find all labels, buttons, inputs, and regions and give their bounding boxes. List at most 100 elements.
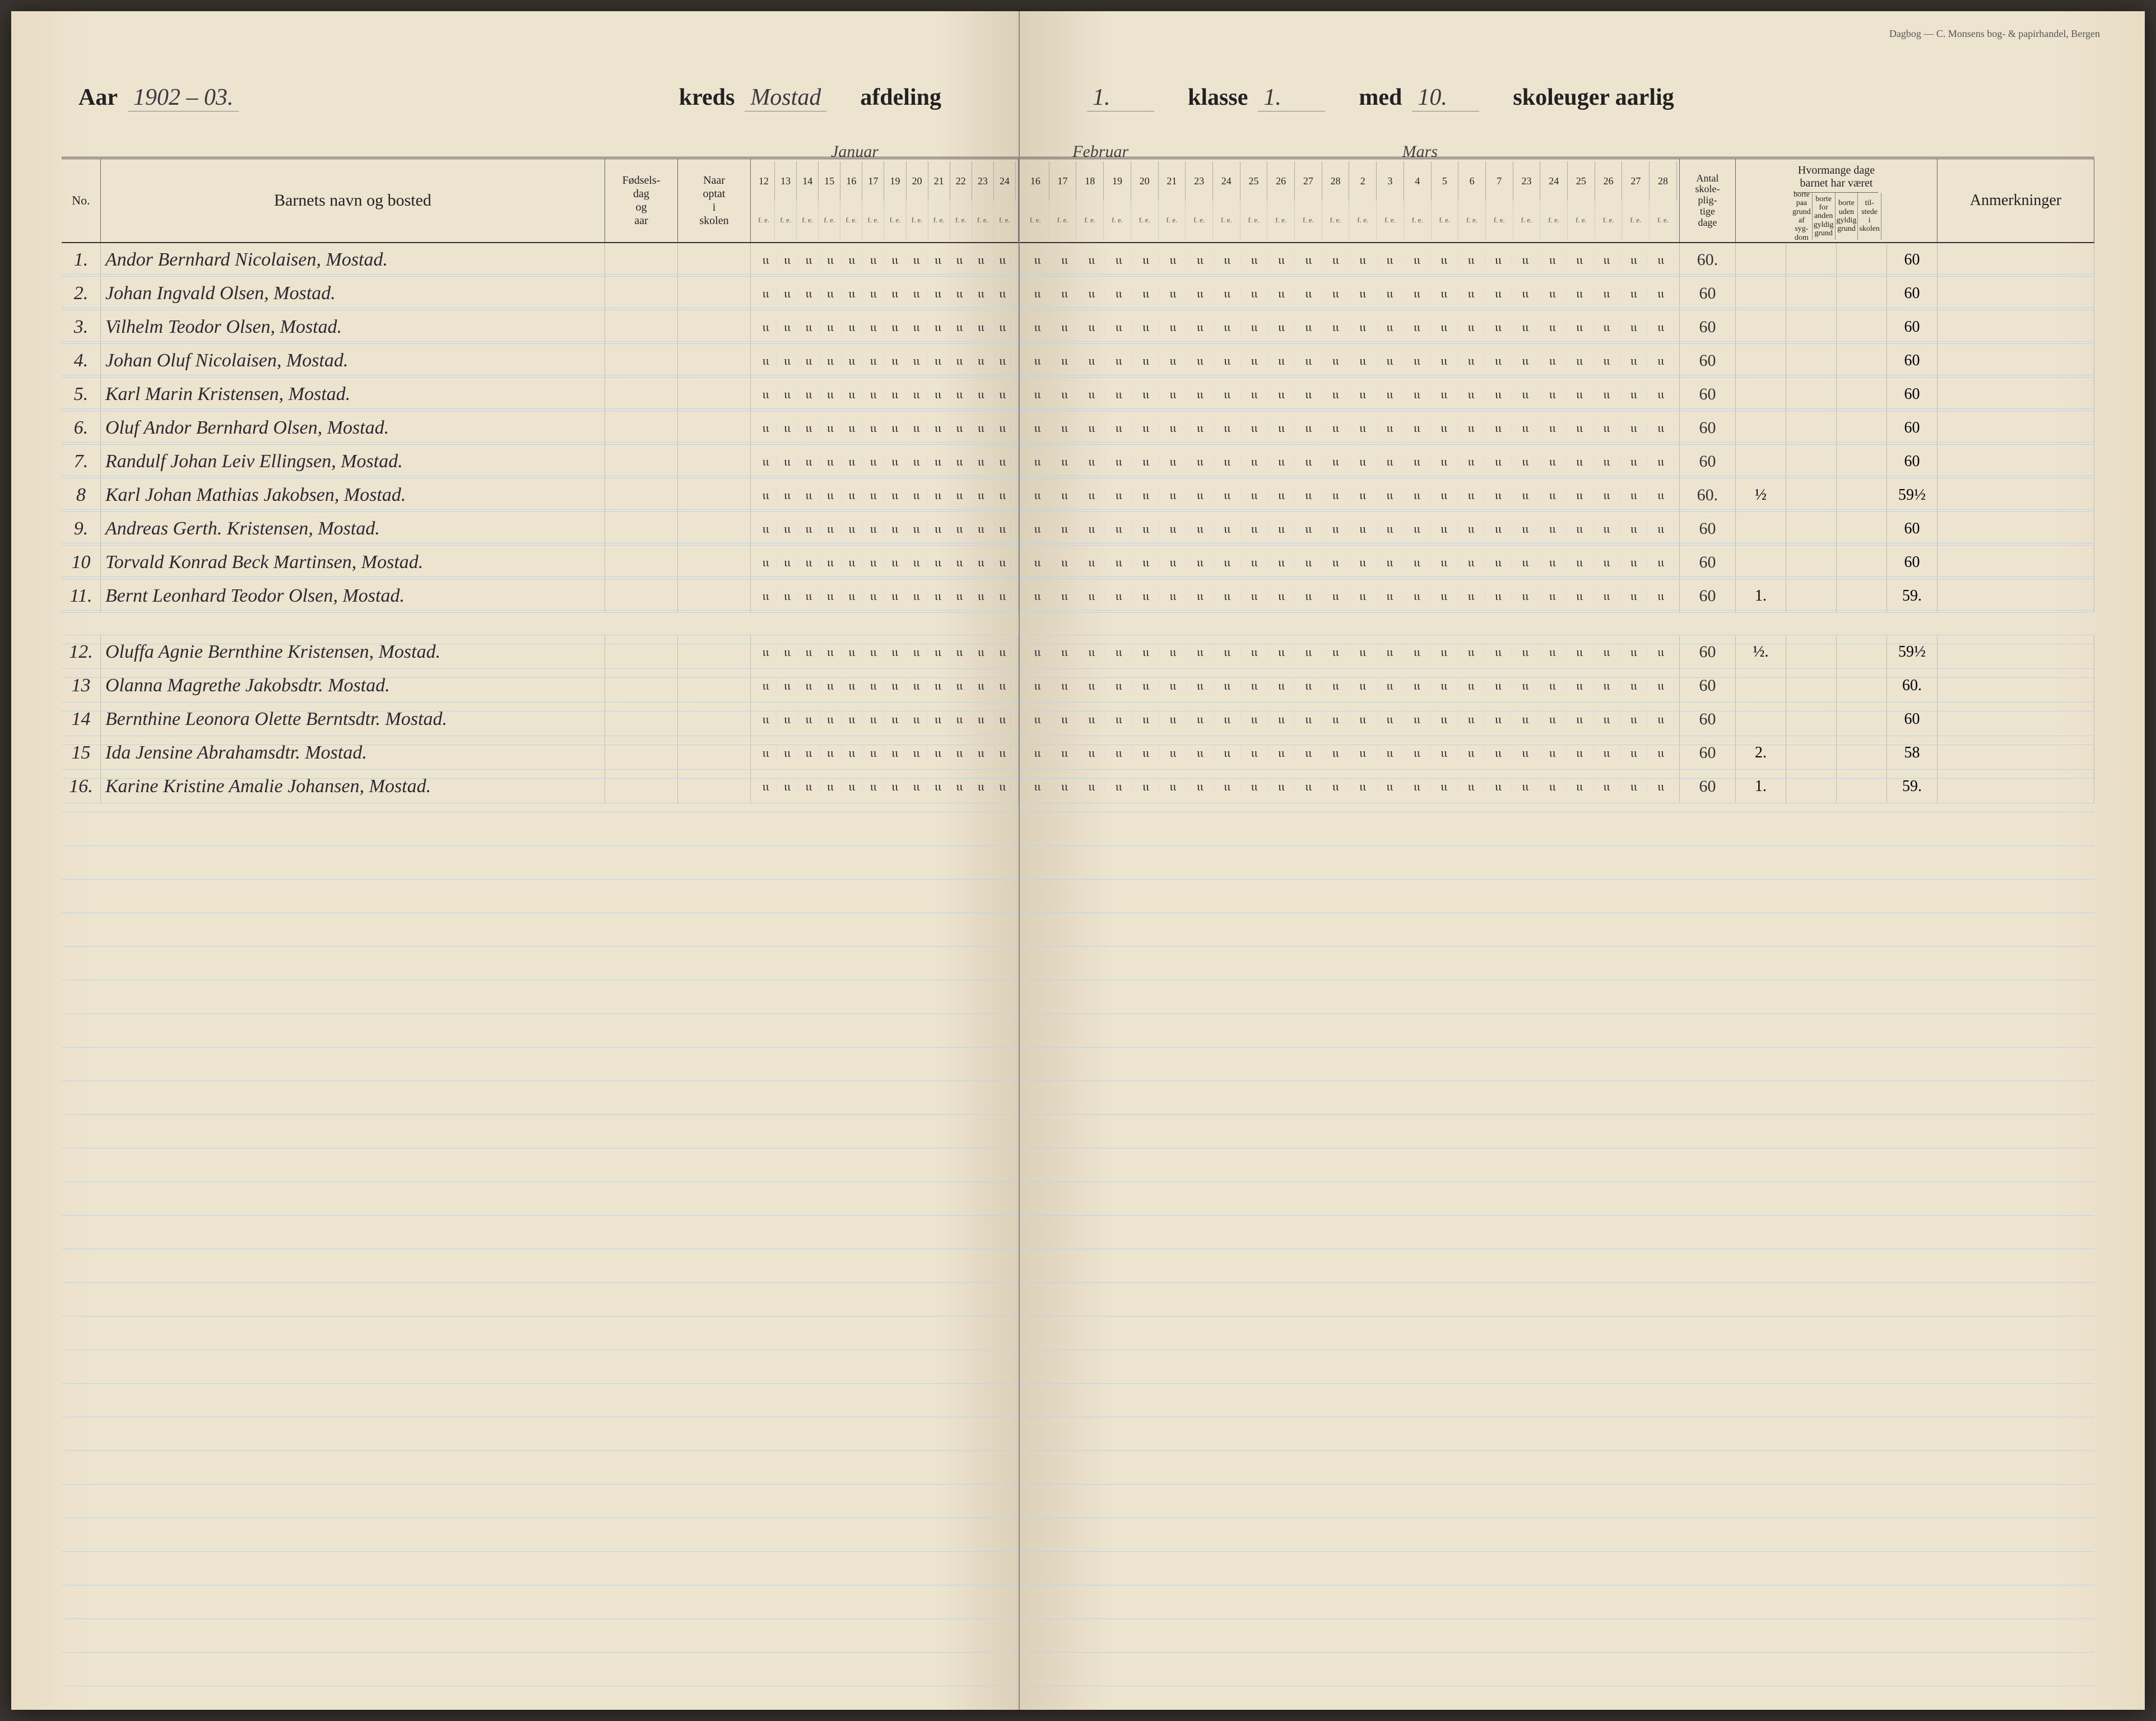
attendance-tick: ɩɩ — [1377, 678, 1404, 693]
cell-present: 59. — [1887, 770, 1937, 803]
fe-cell: f. e. — [1186, 201, 1213, 240]
attendance-tick: ɩɩ — [906, 746, 927, 760]
fe-cell: f. e. — [1267, 201, 1295, 240]
attendance-tick: ɩɩ — [1105, 253, 1132, 267]
attendance-tick: ɩɩ — [1268, 320, 1295, 334]
attendance-tick: ɩɩ — [842, 286, 863, 301]
attendance-tick: ɩɩ — [970, 746, 992, 760]
cell-days: ɩɩɩɩɩɩɩɩɩɩɩɩɩɩɩɩɩɩɩɩɩɩɩɩ — [751, 546, 1019, 579]
cell-days: ɩɩɩɩɩɩɩɩɩɩɩɩɩɩɩɩɩɩɩɩɩɩɩɩɩɩɩɩɩɩɩɩɩɩɩɩɩɩɩɩ… — [1020, 736, 1680, 769]
attendance-tick: ɩɩ — [1485, 421, 1512, 435]
attendance-tick: ɩɩ — [1024, 454, 1051, 469]
attendance-tick: ɩɩ — [1187, 387, 1214, 402]
attendance-tick: ɩɩ — [1105, 320, 1132, 334]
attendance-tick: ɩɩ — [1295, 678, 1322, 693]
abs-sygdom: borte paa grund af syg- dom — [1791, 193, 1813, 240]
attendance-tick: ɩɩ — [970, 286, 992, 301]
attendance-tick: ɩɩ — [1377, 488, 1404, 503]
attendance-tick: ɩɩ — [992, 746, 1014, 760]
attendance-tick: ɩɩ — [863, 320, 884, 334]
attendance-tick: ɩɩ — [1322, 353, 1349, 368]
cell-abs-uden — [1837, 512, 1887, 545]
attendance-tick: ɩɩ — [798, 779, 820, 794]
table-row: 13Olanna Magrethe Jakobsdtr. Mostad.ɩɩɩɩ… — [62, 669, 1019, 703]
attendance-tick: ɩɩ — [842, 746, 863, 760]
day-num: 5 — [1432, 161, 1459, 201]
day-num: 25 — [1240, 161, 1268, 201]
attendance-tick: ɩɩ — [1241, 589, 1268, 603]
attendance-tick: ɩɩ — [798, 522, 820, 536]
attendance-tick: ɩɩ — [927, 387, 949, 402]
attendance-tick: ɩɩ — [1214, 779, 1241, 794]
attendance-tick: ɩɩ — [755, 286, 777, 301]
attendance-tick: ɩɩ — [949, 746, 970, 760]
attendance-tick: ɩɩ — [906, 454, 927, 469]
attendance-tick: ɩɩ — [1377, 421, 1404, 435]
attendance-tick: ɩɩ — [1160, 488, 1187, 503]
column-headers-left: No. Barnets navn og bosted Fødsels- dag … — [62, 159, 1019, 243]
attendance-tick: ɩɩ — [1051, 645, 1078, 659]
col-no: No. — [62, 159, 101, 242]
attendance-tick: ɩɩ — [1404, 421, 1430, 435]
attendance-tick: ɩɩ — [820, 678, 841, 693]
attendance-tick: ɩɩ — [1160, 286, 1187, 301]
fe-cell: f. e. — [1131, 201, 1159, 240]
attendance-tick: ɩɩ — [1404, 589, 1430, 603]
cell-abs-uden — [1837, 669, 1887, 702]
cell-abs-uden — [1837, 277, 1887, 310]
attendance-tick: ɩɩ — [1133, 522, 1160, 536]
attendance-tick: ɩɩ — [1620, 779, 1647, 794]
attendance-tick: ɩɩ — [949, 522, 970, 536]
cell-abs-anden — [1786, 445, 1837, 478]
cell-birth — [605, 669, 678, 702]
attendance-tick: ɩɩ — [1431, 678, 1458, 693]
attendance-tick: ɩɩ — [992, 589, 1014, 603]
attendance-tick: ɩɩ — [1214, 488, 1241, 503]
cell-no: 12. — [62, 635, 101, 668]
attendance-tick: ɩɩ — [1593, 712, 1620, 727]
day-num: 6 — [1458, 161, 1486, 201]
attendance-tick: ɩɩ — [1512, 712, 1539, 727]
cell-present: 59. — [1887, 579, 1937, 612]
attendance-tick: ɩɩ — [1187, 555, 1214, 570]
attendance-tick: ɩɩ — [1350, 589, 1377, 603]
attendance-tick: ɩɩ — [1322, 320, 1349, 334]
attendance-tick: ɩɩ — [755, 678, 777, 693]
attendance-tick: ɩɩ — [1268, 678, 1295, 693]
attendance-tick: ɩɩ — [1648, 555, 1675, 570]
attendance-tick: ɩɩ — [970, 779, 992, 794]
attendance-tick: ɩɩ — [1648, 421, 1675, 435]
attendance-tick: ɩɩ — [927, 522, 949, 536]
cell-remarks — [1937, 770, 2094, 803]
attendance-tick: ɩɩ — [820, 589, 841, 603]
attendance-tick: ɩɩ — [842, 555, 863, 570]
cell-abs-uden — [1837, 344, 1887, 377]
attendance-tick: ɩɩ — [1404, 522, 1430, 536]
fe-cell: f. e. — [1649, 201, 1677, 240]
aar-label: Aar — [78, 84, 118, 111]
attendance-tick: ɩɩ — [1620, 353, 1647, 368]
attendance-tick: ɩɩ — [1539, 286, 1566, 301]
attendance-tick: ɩɩ — [777, 678, 798, 693]
attendance-tick: ɩɩ — [1377, 589, 1404, 603]
attendance-tick: ɩɩ — [1350, 320, 1377, 334]
attendance-tick: ɩɩ — [1567, 522, 1593, 536]
cell-enroll — [678, 635, 751, 668]
attendance-tick: ɩɩ — [992, 387, 1014, 402]
fe-cell: f. e. — [1322, 201, 1350, 240]
attendance-tick: ɩɩ — [1079, 353, 1105, 368]
attendance-tick: ɩɩ — [1295, 555, 1322, 570]
attendance-tick: ɩɩ — [1350, 286, 1377, 301]
cell-abs-uden — [1837, 478, 1887, 511]
attendance-tick: ɩɩ — [1024, 353, 1051, 368]
attendance-tick: ɩɩ — [820, 253, 841, 267]
attendance-tick: ɩɩ — [1377, 746, 1404, 760]
attendance-tick: ɩɩ — [1133, 746, 1160, 760]
attendance-tick: ɩɩ — [1187, 421, 1214, 435]
attendance-tick: ɩɩ — [1485, 645, 1512, 659]
cell-birth — [605, 478, 678, 511]
cell-present: 60 — [1887, 411, 1937, 444]
attendance-tick: ɩɩ — [1377, 353, 1404, 368]
attendance-tick: ɩɩ — [1539, 353, 1566, 368]
cell-birth — [605, 344, 678, 377]
